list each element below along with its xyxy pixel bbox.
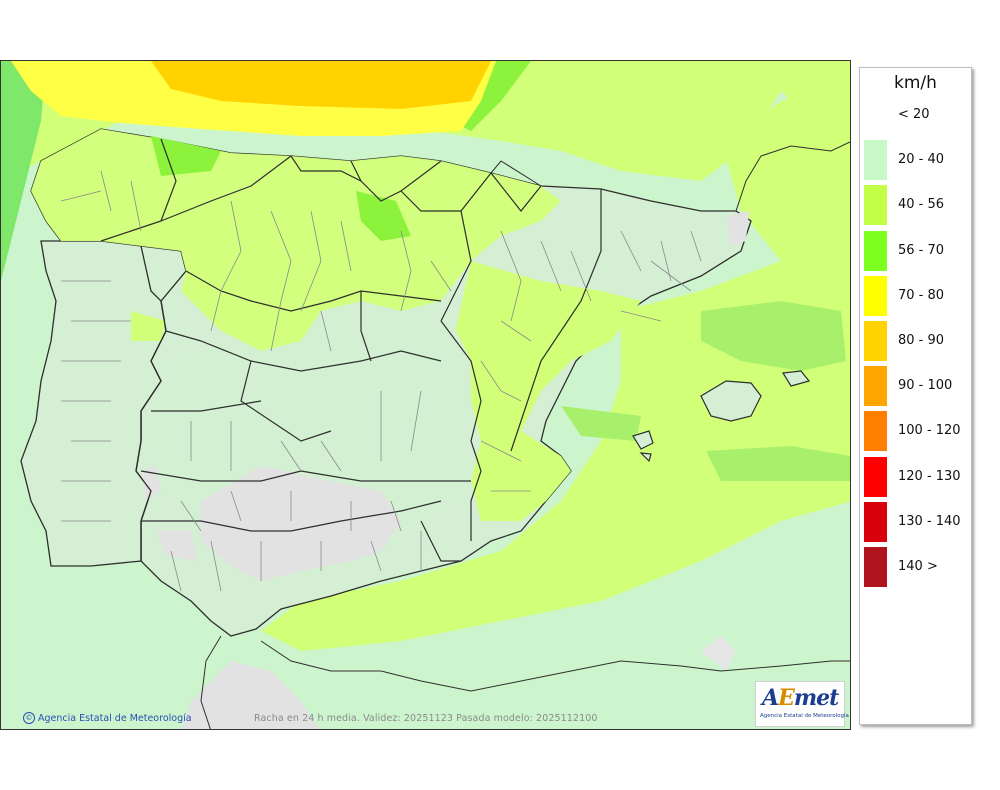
wind-band-lt20-sw <box>156 531 196 561</box>
province-borders <box>60 170 702 592</box>
wind-band-lt20-south <box>201 466 401 581</box>
wind-band-56-70-navarra <box>356 191 411 241</box>
ibiza <box>632 430 654 450</box>
legend-swatch <box>864 501 887 542</box>
wind-band-56-70-med-1 <box>701 301 846 371</box>
legend-item: 140 > <box>860 547 971 587</box>
legend-item: 80 - 90 <box>860 321 971 361</box>
legend-swatch <box>864 230 887 271</box>
wind-band-40-56-portugal-coast <box>131 311 166 341</box>
legend-item: 56 - 70 <box>860 230 971 271</box>
legend-swatch <box>864 366 887 407</box>
copyright-text: Agencia Estatal de Meteorología <box>38 712 192 724</box>
legend-item: 90 - 100 <box>860 366 971 407</box>
map-caption: Racha en 24 h media. Validez: 20251123 P… <box>254 713 598 724</box>
legend-swatch <box>864 185 887 226</box>
legend-label: 120 - 130 <box>898 468 961 484</box>
legend-swatch <box>864 140 887 181</box>
legend-item: 120 - 130 <box>860 456 971 497</box>
spain-portugal-border <box>135 245 167 561</box>
legend-label: 90 - 100 <box>898 378 953 394</box>
copyright-notice: © Agencia Estatal de Meteorología <box>23 712 192 724</box>
legend-label: 40 - 56 <box>898 197 945 213</box>
wind-band-20-40-center <box>146 301 481 536</box>
wind-band-80-90-north <box>151 61 491 109</box>
france-coast <box>490 141 850 212</box>
aemet-logo: AEmet Agencia Estatal de Meteorología <box>755 681 849 727</box>
legend-label: 70 - 80 <box>898 287 945 303</box>
wind-gust-map[interactable] <box>1 61 851 730</box>
legend-item: < 20 <box>860 95 971 135</box>
wind-band-lt20-africa <box>181 661 320 729</box>
legend-label: 80 - 90 <box>898 333 945 348</box>
legend-swatch <box>864 411 887 452</box>
legend-label: 20 - 40 <box>898 152 945 168</box>
legend-item: 40 - 56 <box>860 185 971 226</box>
legend-label: 100 - 120 <box>898 423 961 439</box>
legend-swatch <box>864 275 887 316</box>
wind-band-56-70-west <box>1 61 46 281</box>
legend-label: 56 - 70 <box>898 242 945 258</box>
wind-band-56-70-med-2 <box>561 406 641 441</box>
legend-title: km/h <box>894 73 937 93</box>
legend-swatch <box>864 456 887 497</box>
wind-band-lt20-africa-2 <box>701 636 736 671</box>
mallorca <box>700 380 762 422</box>
wind-band-lt20-portugal <box>141 466 161 501</box>
copyright-icon: © <box>23 712 35 724</box>
legend-label: < 20 <box>898 107 930 122</box>
legend-item: 70 - 80 <box>860 275 971 316</box>
wind-band-56-70-cantabrian-coast <box>151 136 221 176</box>
aemet-logo-subtitle: Agencia Estatal de Meteorología <box>760 713 849 719</box>
wind-band-lt20-catalonia <box>726 211 749 246</box>
north-africa-coast <box>200 635 850 729</box>
legend-swatch <box>864 321 887 361</box>
wind-band-40-56-valencia <box>471 431 571 521</box>
wind-band-40-56-gulf-lion <box>721 81 850 261</box>
wind-band-40-56-ebro <box>451 261 641 491</box>
legend-item: 130 - 140 <box>860 501 971 542</box>
legend-label: 140 > <box>898 559 938 574</box>
legend-item: 100 - 120 <box>860 411 971 452</box>
wind-band-40-56-north-interior <box>31 129 561 351</box>
wind-band-56-70-med-3 <box>706 446 850 481</box>
menorca <box>781 370 811 387</box>
legend-item: 20 - 40 <box>860 140 971 181</box>
aemet-logo-word: AEmet <box>762 685 839 711</box>
map-panel[interactable]: © Agencia Estatal de Meteorología Racha … <box>0 60 851 730</box>
legend-swatch <box>864 95 887 135</box>
legend-swatch <box>864 547 887 587</box>
legend-panel: km/h < 20 20 - 40 40 - 56 56 - 70 70 - 80 80 … <box>859 67 972 725</box>
legend-label: 130 - 140 <box>898 513 961 529</box>
formentera <box>639 452 652 463</box>
